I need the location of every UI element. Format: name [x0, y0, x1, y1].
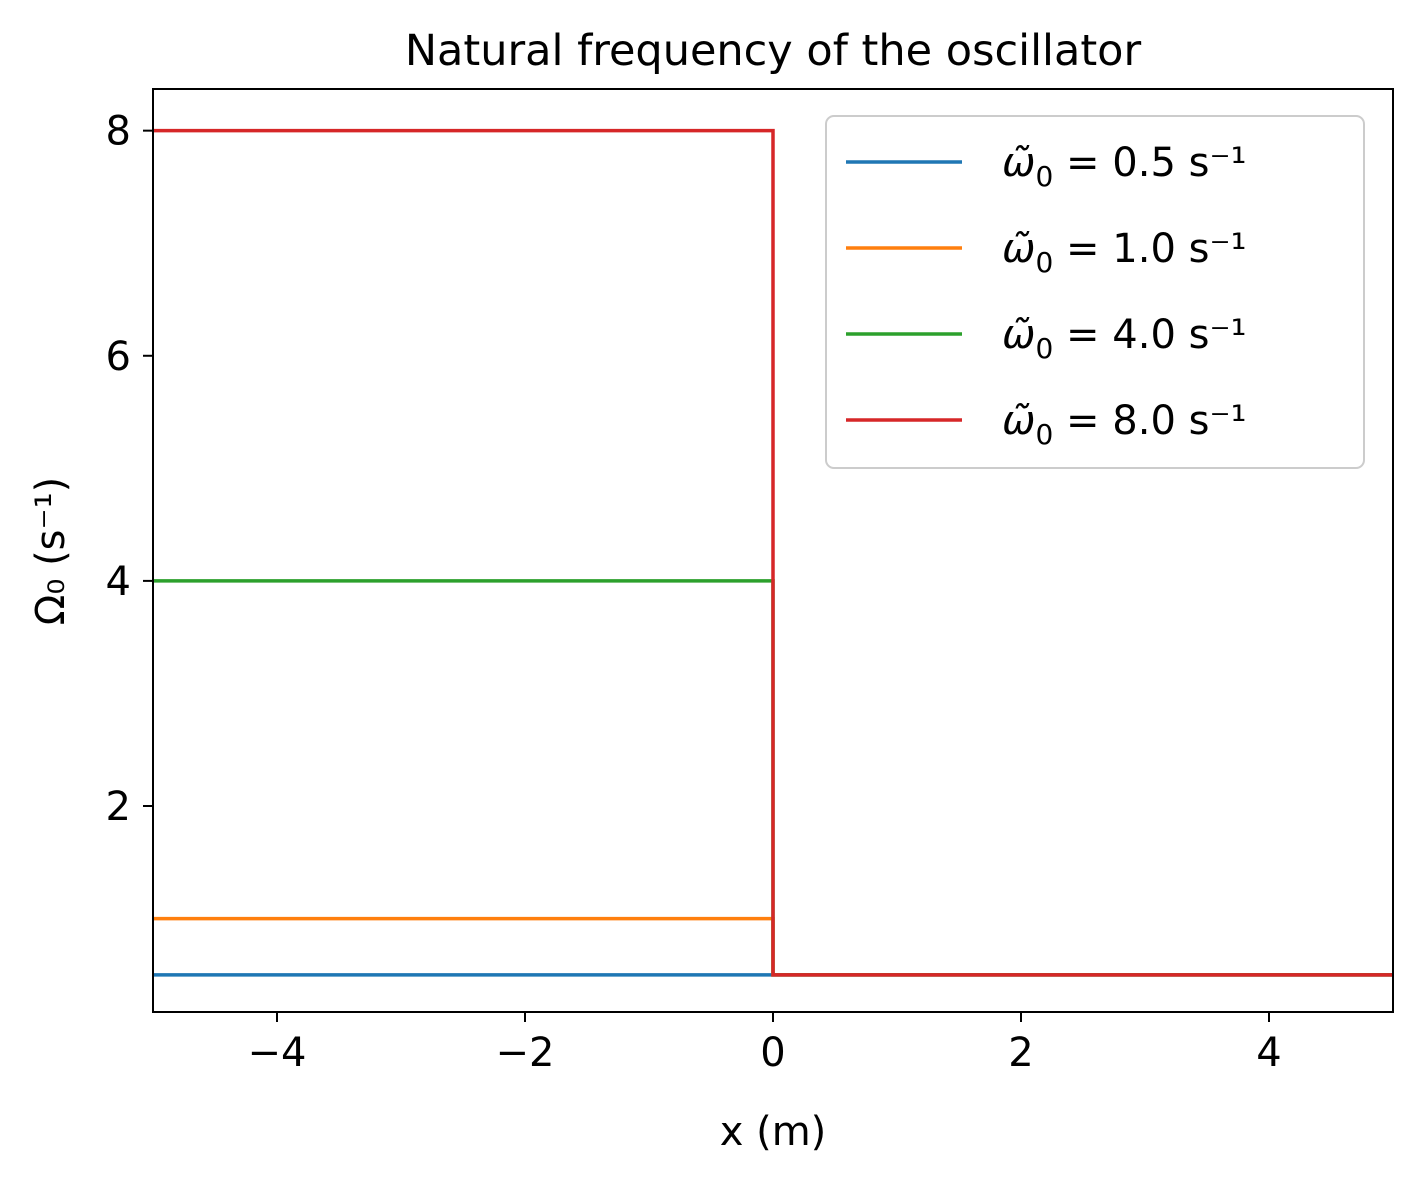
x-axis-title: x (m)	[720, 1109, 827, 1155]
x-axis: −4 −2 0 2 4	[248, 1012, 1282, 1076]
legend-label-3: ω̃0 = 8.0 s⁻¹	[1002, 398, 1247, 451]
legend-items: ω̃0 = 0.5 s⁻¹ ω̃0 = 1.0 s⁻¹ ω̃0 = 4.0 s⁻¹ ω…	[846, 140, 1247, 451]
legend-label-0: ω̃0 = 0.5 s⁻¹	[1002, 140, 1247, 193]
legend-label-2: ω̃0 = 4.0 s⁻¹	[1002, 312, 1247, 365]
series-layer	[153, 128, 1393, 977]
x-tick-label: 0	[760, 1030, 785, 1076]
y-tick-label: 8	[106, 109, 131, 155]
y-tick-label: 2	[106, 784, 131, 830]
legend-box	[825, 115, 1365, 469]
y-axis-title: Ω₀ (s⁻¹)	[28, 477, 74, 626]
series-line-3	[153, 128, 1393, 977]
x-tick-label: −2	[496, 1030, 555, 1076]
x-tick-label: 4	[1256, 1030, 1281, 1076]
x-tick-label: 2	[1008, 1030, 1033, 1076]
legend-label-1: ω̃0 = 1.0 s⁻¹	[1002, 226, 1247, 279]
legend: ω̃0 = 0.5 s⁻¹ ω̃0 = 1.0 s⁻¹ ω̃0 = 4.0 s⁻¹ ω…	[825, 115, 1365, 469]
y-tick-label: 6	[106, 334, 131, 380]
x-tick-label: −4	[248, 1030, 307, 1076]
y-axis: 2 4 6 8	[106, 109, 153, 830]
chart-title: Natural frequency of the oscillator	[405, 26, 1142, 76]
y-tick-label: 4	[106, 559, 131, 605]
